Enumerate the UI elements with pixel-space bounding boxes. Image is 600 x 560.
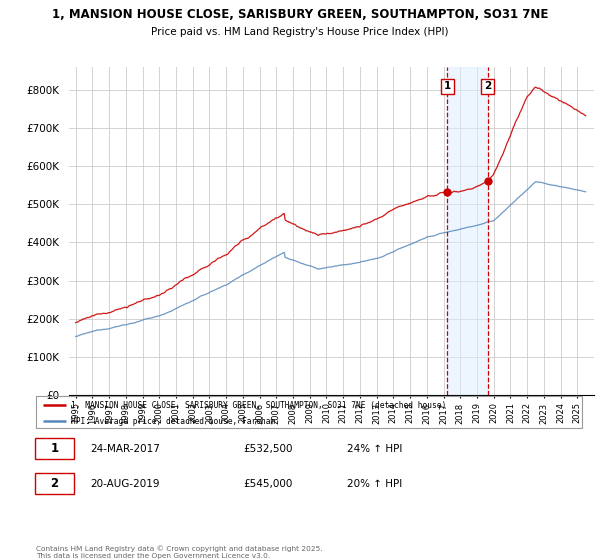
FancyBboxPatch shape	[35, 473, 74, 494]
Bar	[448, 67, 488, 395]
Text: HPI: Average price, detached house, Fareham: HPI: Average price, detached house, Fare…	[71, 417, 276, 426]
Text: £532,500: £532,500	[244, 444, 293, 454]
Text: £545,000: £545,000	[244, 479, 293, 489]
Text: 2: 2	[50, 477, 59, 490]
FancyBboxPatch shape	[35, 438, 74, 459]
Text: Contains HM Land Registry data © Crown copyright and database right 2025.
This d: Contains HM Land Registry data © Crown c…	[36, 545, 323, 559]
Text: 20-AUG-2019: 20-AUG-2019	[91, 479, 160, 489]
Text: 1: 1	[50, 442, 59, 455]
Text: 1, MANSION HOUSE CLOSE, SARISBURY GREEN, SOUTHAMPTON, SO31 7NE (detached house): 1, MANSION HOUSE CLOSE, SARISBURY GREEN,…	[71, 400, 447, 409]
Text: 1: 1	[444, 81, 451, 91]
Text: 2: 2	[484, 81, 491, 91]
Text: 20% ↑ HPI: 20% ↑ HPI	[347, 479, 403, 489]
Text: 24% ↑ HPI: 24% ↑ HPI	[347, 444, 403, 454]
Text: 24-MAR-2017: 24-MAR-2017	[91, 444, 160, 454]
Text: 1, MANSION HOUSE CLOSE, SARISBURY GREEN, SOUTHAMPTON, SO31 7NE: 1, MANSION HOUSE CLOSE, SARISBURY GREEN,…	[52, 8, 548, 21]
Text: Price paid vs. HM Land Registry's House Price Index (HPI): Price paid vs. HM Land Registry's House …	[151, 27, 449, 37]
